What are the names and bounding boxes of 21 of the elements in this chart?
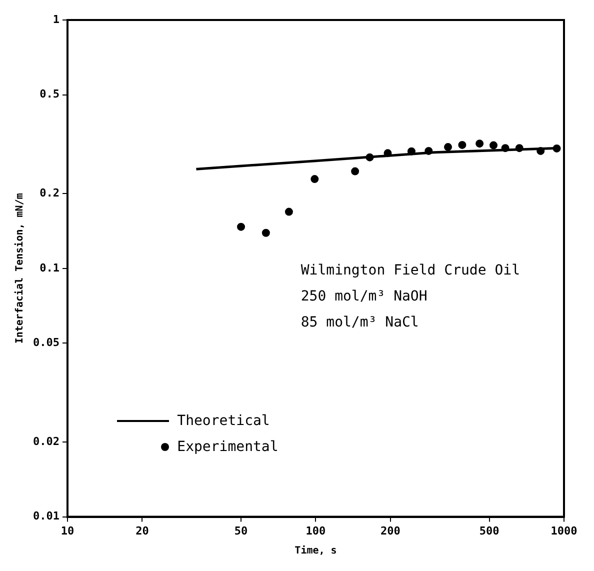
- annotation: Wilmington Field Crude Oil: [300, 262, 520, 279]
- legend-label: Experimental: [177, 438, 278, 456]
- legend-label: Theoretical: [177, 412, 270, 430]
- y-tick-label: 0.2: [40, 186, 60, 200]
- y-axis-title: Interfacial Tension, mN/m: [14, 193, 26, 344]
- x-tick-label: 100: [306, 524, 326, 538]
- y-tick-label: 0.5: [40, 88, 60, 101]
- y-tick-label: 0.02: [32, 434, 60, 448]
- annotation: 85 mol/m³ NaCl: [300, 314, 419, 331]
- x-tick-label: 500: [479, 524, 500, 538]
- x-tick-label: 50: [234, 524, 248, 538]
- y-tick-label: 0.05: [32, 336, 60, 350]
- x-tick-label: 10: [60, 524, 74, 538]
- x-axis-title: Time, s: [294, 544, 337, 557]
- x-tick-label: 200: [380, 524, 400, 538]
- y-tick-label: 1: [52, 12, 60, 26]
- x-tick-label: 20: [136, 524, 149, 538]
- annotation: 250 mol/m³ NaOH: [300, 288, 428, 305]
- y-tick-label: 0.1: [40, 261, 60, 274]
- y-tick-label: 0.01: [32, 510, 60, 523]
- x-tick-label: 1000: [550, 524, 578, 538]
